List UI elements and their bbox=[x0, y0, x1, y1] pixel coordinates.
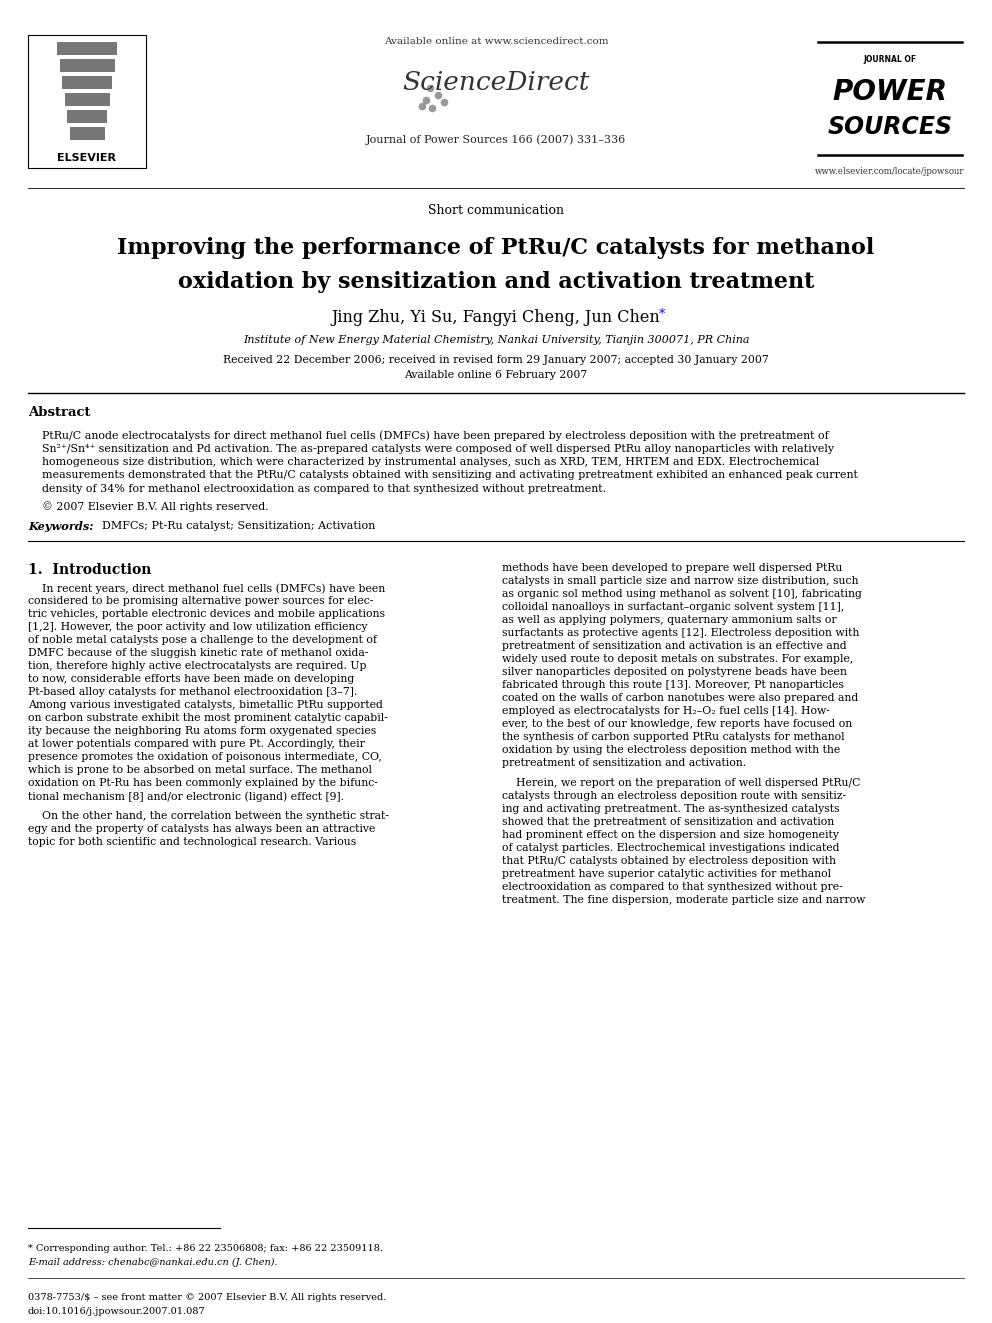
Text: that PtRu/C catalysts obtained by electroless deposition with: that PtRu/C catalysts obtained by electr… bbox=[502, 856, 836, 867]
Text: Among various investigated catalysts, bimetallic PtRu supported: Among various investigated catalysts, bi… bbox=[28, 700, 383, 710]
Text: oxidation by sensitization and activation treatment: oxidation by sensitization and activatio… bbox=[178, 271, 814, 292]
Text: oxidation on Pt-Ru has been commonly explained by the bifunc-: oxidation on Pt-Ru has been commonly exp… bbox=[28, 778, 378, 789]
Text: JOURNAL OF: JOURNAL OF bbox=[863, 56, 917, 65]
Text: Improving the performance of PtRu/C catalysts for methanol: Improving the performance of PtRu/C cata… bbox=[117, 237, 875, 259]
Text: DMFC because of the sluggish kinetic rate of methanol oxida-: DMFC because of the sluggish kinetic rat… bbox=[28, 648, 368, 658]
Text: topic for both scientific and technological research. Various: topic for both scientific and technologi… bbox=[28, 837, 356, 847]
Text: * Corresponding author. Tel.: +86 22 23506808; fax: +86 22 23509118.: * Corresponding author. Tel.: +86 22 235… bbox=[28, 1244, 383, 1253]
Bar bbox=[28, 34, 146, 168]
Text: PtRu/C anode electrocatalysts for direct methanol fuel cells (DMFCs) have been p: PtRu/C anode electrocatalysts for direct… bbox=[42, 430, 828, 441]
Text: [1,2]. However, the poor activity and low utilization efficiency: [1,2]. However, the poor activity and lo… bbox=[28, 622, 367, 632]
Text: colloidal nanoalloys in surfactant–organic solvent system [11],: colloidal nanoalloys in surfactant–organ… bbox=[502, 602, 844, 613]
Text: POWER: POWER bbox=[832, 78, 947, 106]
Text: Abstract: Abstract bbox=[28, 406, 90, 418]
Text: pretreatment have superior catalytic activities for methanol: pretreatment have superior catalytic act… bbox=[502, 869, 831, 878]
Text: electrooxidation as compared to that synthesized without pre-: electrooxidation as compared to that syn… bbox=[502, 882, 843, 892]
Bar bbox=[60, 60, 114, 71]
Text: pretreatment of sensitization and activation is an effective and: pretreatment of sensitization and activa… bbox=[502, 642, 846, 651]
Text: which is prone to be absorbed on metal surface. The methanol: which is prone to be absorbed on metal s… bbox=[28, 765, 372, 775]
Text: coated on the walls of carbon nanotubes were also prepared and: coated on the walls of carbon nanotubes … bbox=[502, 693, 858, 703]
Text: Available online at www.sciencedirect.com: Available online at www.sciencedirect.co… bbox=[384, 37, 608, 46]
Text: presence promotes the oxidation of poisonous intermediate, CO,: presence promotes the oxidation of poiso… bbox=[28, 751, 382, 762]
Bar bbox=[67, 110, 107, 123]
Text: widely used route to deposit metals on substrates. For example,: widely used route to deposit metals on s… bbox=[502, 654, 853, 664]
Text: *: * bbox=[659, 307, 665, 320]
Text: catalysts in small particle size and narrow size distribution, such: catalysts in small particle size and nar… bbox=[502, 576, 858, 586]
Text: Keywords:: Keywords: bbox=[28, 521, 93, 532]
Text: ity because the neighboring Ru atoms form oxygenated species: ity because the neighboring Ru atoms for… bbox=[28, 726, 376, 736]
Text: catalysts through an electroless deposition route with sensitiz-: catalysts through an electroless deposit… bbox=[502, 791, 846, 800]
Text: tric vehicles, portable electronic devices and mobile applications: tric vehicles, portable electronic devic… bbox=[28, 609, 385, 619]
Text: to now, considerable efforts have been made on developing: to now, considerable efforts have been m… bbox=[28, 673, 354, 684]
Text: the synthesis of carbon supported PtRu catalysts for methanol: the synthesis of carbon supported PtRu c… bbox=[502, 732, 844, 742]
Text: In recent years, direct methanol fuel cells (DMFCs) have been: In recent years, direct methanol fuel ce… bbox=[28, 583, 385, 594]
Text: SOURCES: SOURCES bbox=[827, 115, 952, 139]
Text: © 2007 Elsevier B.V. All rights reserved.: © 2007 Elsevier B.V. All rights reserved… bbox=[42, 501, 269, 512]
Text: showed that the pretreatment of sensitization and activation: showed that the pretreatment of sensitiz… bbox=[502, 818, 834, 827]
Text: of noble metal catalysts pose a challenge to the development of: of noble metal catalysts pose a challeng… bbox=[28, 635, 377, 646]
Text: Pt-based alloy catalysts for methanol electrooxidation [3–7].: Pt-based alloy catalysts for methanol el… bbox=[28, 687, 357, 697]
Text: Institute of New Energy Material Chemistry, Nankai University, Tianjin 300071, P: Institute of New Energy Material Chemist… bbox=[243, 335, 749, 345]
Text: E-mail address: chenabc@nankai.edu.cn (J. Chen).: E-mail address: chenabc@nankai.edu.cn (J… bbox=[28, 1258, 278, 1267]
Text: Available online 6 February 2007: Available online 6 February 2007 bbox=[405, 370, 587, 380]
Text: egy and the property of catalysts has always been an attractive: egy and the property of catalysts has al… bbox=[28, 824, 375, 833]
Text: had prominent effect on the dispersion and size homogeneity: had prominent effect on the dispersion a… bbox=[502, 830, 839, 840]
Text: ScienceDirect: ScienceDirect bbox=[403, 70, 589, 94]
Text: Short communication: Short communication bbox=[428, 204, 564, 217]
Text: as well as applying polymers, quaternary ammonium salts or: as well as applying polymers, quaternary… bbox=[502, 615, 836, 624]
Text: employed as electrocatalysts for H₂–O₂ fuel cells [14]. How-: employed as electrocatalysts for H₂–O₂ f… bbox=[502, 706, 830, 716]
Text: measurements demonstrated that the PtRu/C catalysts obtained with sensitizing an: measurements demonstrated that the PtRu/… bbox=[42, 471, 858, 480]
Text: ing and activating pretreatment. The as-synthesized catalysts: ing and activating pretreatment. The as-… bbox=[502, 804, 839, 814]
Text: fabricated through this route [13]. Moreover, Pt nanoparticles: fabricated through this route [13]. More… bbox=[502, 680, 844, 691]
Text: 0378-7753/$ – see front matter © 2007 Elsevier B.V. All rights reserved.: 0378-7753/$ – see front matter © 2007 El… bbox=[28, 1293, 386, 1302]
Text: pretreatment of sensitization and activation.: pretreatment of sensitization and activa… bbox=[502, 758, 746, 767]
Text: at lower potentials compared with pure Pt. Accordingly, their: at lower potentials compared with pure P… bbox=[28, 740, 365, 749]
Text: Jing Zhu, Yi Su, Fangyi Cheng, Jun Chen: Jing Zhu, Yi Su, Fangyi Cheng, Jun Chen bbox=[331, 308, 661, 325]
Text: on carbon substrate exhibit the most prominent catalytic capabil-: on carbon substrate exhibit the most pro… bbox=[28, 713, 388, 722]
Text: treatment. The fine dispersion, moderate particle size and narrow: treatment. The fine dispersion, moderate… bbox=[502, 894, 865, 905]
Text: of catalyst particles. Electrochemical investigations indicated: of catalyst particles. Electrochemical i… bbox=[502, 843, 839, 853]
Text: oxidation by using the electroless deposition method with the: oxidation by using the electroless depos… bbox=[502, 745, 840, 755]
Text: tion, therefore highly active electrocatalysts are required. Up: tion, therefore highly active electrocat… bbox=[28, 662, 366, 671]
Text: www.elsevier.com/locate/jpowsour: www.elsevier.com/locate/jpowsour bbox=[815, 168, 965, 176]
Text: ELSEVIER: ELSEVIER bbox=[58, 153, 116, 163]
Text: silver nanoparticles deposited on polystyrene beads have been: silver nanoparticles deposited on polyst… bbox=[502, 667, 847, 677]
Text: methods have been developed to prepare well dispersed PtRu: methods have been developed to prepare w… bbox=[502, 564, 842, 573]
Text: as organic sol method using methanol as solvent [10], fabricating: as organic sol method using methanol as … bbox=[502, 589, 862, 599]
Text: doi:10.1016/j.jpowsour.2007.01.087: doi:10.1016/j.jpowsour.2007.01.087 bbox=[28, 1307, 205, 1316]
Text: Received 22 December 2006; received in revised form 29 January 2007; accepted 30: Received 22 December 2006; received in r… bbox=[223, 355, 769, 365]
Text: tional mechanism [8] and/or electronic (ligand) effect [9].: tional mechanism [8] and/or electronic (… bbox=[28, 791, 344, 802]
Text: 1.  Introduction: 1. Introduction bbox=[28, 564, 152, 577]
Text: homogeneous size distribution, which were characterized by instrumental analyses: homogeneous size distribution, which wer… bbox=[42, 456, 819, 467]
Text: Journal of Power Sources 166 (2007) 331–336: Journal of Power Sources 166 (2007) 331–… bbox=[366, 135, 626, 146]
Text: ever, to the best of our knowledge, few reports have focused on: ever, to the best of our knowledge, few … bbox=[502, 718, 852, 729]
Text: density of 34% for methanol electrooxidation as compared to that synthesized wit: density of 34% for methanol electrooxida… bbox=[42, 484, 606, 493]
Bar bbox=[62, 75, 112, 89]
Text: DMFCs; Pt-Ru catalyst; Sensitization; Activation: DMFCs; Pt-Ru catalyst; Sensitization; Ac… bbox=[95, 521, 375, 531]
Bar bbox=[64, 93, 109, 106]
Bar bbox=[57, 42, 117, 56]
Text: Herein, we report on the preparation of well dispersed PtRu/C: Herein, we report on the preparation of … bbox=[502, 778, 860, 789]
Bar bbox=[69, 127, 104, 140]
Text: surfactants as protective agents [12]. Electroless deposition with: surfactants as protective agents [12]. E… bbox=[502, 628, 859, 638]
Text: On the other hand, the correlation between the synthetic strat-: On the other hand, the correlation betwe… bbox=[28, 811, 389, 822]
Text: Sn²⁺/Sn⁴⁺ sensitization and Pd activation. The as-prepared catalysts were compos: Sn²⁺/Sn⁴⁺ sensitization and Pd activatio… bbox=[42, 443, 834, 454]
Text: considered to be promising alternative power sources for elec-: considered to be promising alternative p… bbox=[28, 595, 373, 606]
